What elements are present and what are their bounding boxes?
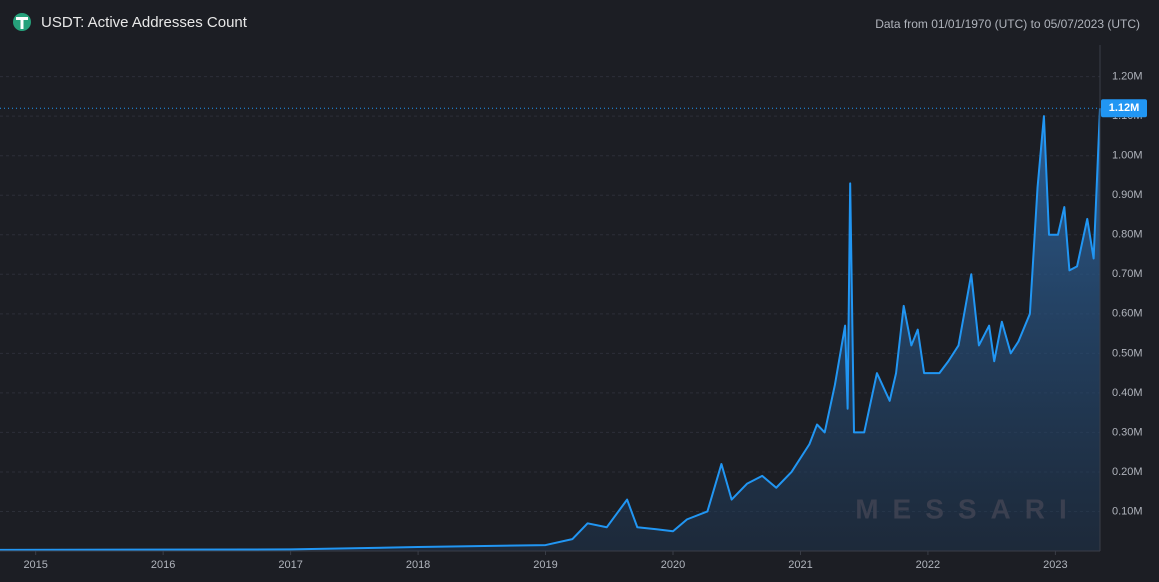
y-tick-label: 0.80M — [1112, 229, 1143, 241]
last-value-label: 1.12M — [1109, 102, 1140, 114]
y-tick-label: 0.50M — [1112, 347, 1143, 359]
y-tick-label: 0.90M — [1112, 189, 1143, 201]
y-tick-label: 0.70M — [1112, 268, 1143, 280]
y-tick-label: 0.60M — [1112, 308, 1143, 320]
last-value-box — [1101, 99, 1147, 118]
x-tick-label: 2017 — [278, 559, 302, 571]
y-tick-label: 0.40M — [1112, 387, 1143, 399]
y-tick-label: 1.00M — [1112, 150, 1143, 162]
watermark: MESSARI — [855, 493, 1081, 524]
line — [0, 108, 1101, 551]
y-tick-label: 0.10M — [1112, 505, 1143, 517]
chart-title: USDT: Active Addresses Count — [41, 14, 248, 31]
y-tick-label: 0.30M — [1112, 426, 1143, 438]
x-tick-label: 2022 — [916, 559, 940, 571]
x-tick-label: 2016 — [151, 559, 175, 571]
x-tick-label: 2021 — [788, 559, 812, 571]
x-tick-label: 2019 — [533, 559, 557, 571]
x-tick-label: 2023 — [1043, 559, 1067, 571]
area — [0, 108, 1100, 551]
x-tick-label: 2015 — [23, 559, 47, 571]
x-tick-label: 2018 — [406, 559, 430, 571]
y-tick-label: 1.20M — [1112, 71, 1143, 83]
plot-area: 0.10M 0.20M 0.30M 0.40M 0.50M 0.60M 0.70M 0.80M… — [0, 71, 1143, 571]
x-tick-label: 2020 — [661, 559, 685, 571]
subtitle: Data from 01/01/1970 (UTC) to 05/07/2023… — [875, 17, 1140, 31]
y-tick-label: 0.20M — [1112, 466, 1143, 478]
logo — [13, 13, 31, 31]
